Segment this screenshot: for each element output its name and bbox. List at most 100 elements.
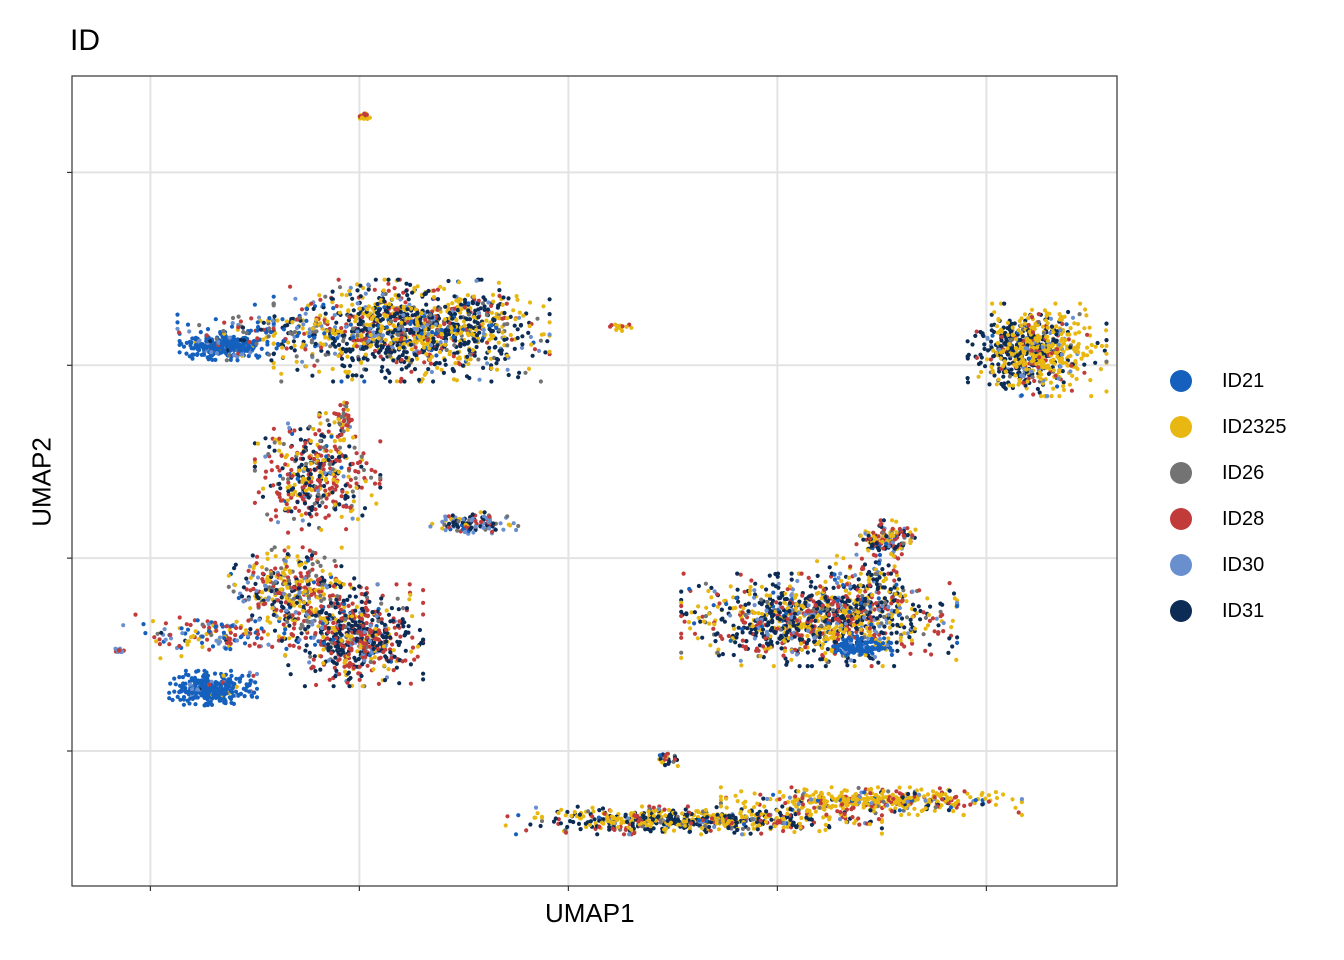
point-id31	[298, 427, 303, 432]
point-id28	[290, 633, 296, 638]
point-id2325	[300, 326, 305, 331]
point-id28	[271, 483, 276, 488]
point-id2325	[526, 366, 532, 371]
point-id21	[382, 305, 387, 310]
point-id31	[341, 598, 346, 603]
point-id26	[428, 312, 433, 318]
point-id21	[858, 601, 864, 606]
point-id31	[912, 607, 918, 612]
point-id30	[486, 300, 491, 305]
point-id2325	[867, 633, 872, 638]
point-id31	[238, 337, 243, 342]
point-id2325	[847, 591, 852, 596]
point-id2325	[300, 608, 306, 613]
point-id28	[799, 571, 804, 576]
point-id31	[408, 342, 413, 347]
point-id21	[228, 680, 233, 685]
point-id2325	[461, 319, 467, 324]
point-id2325	[798, 641, 804, 646]
point-id26	[337, 285, 343, 290]
point-id2325	[299, 513, 304, 518]
point-id21	[187, 339, 192, 345]
point-id21	[239, 634, 244, 639]
point-id28	[325, 636, 330, 641]
point-id28	[346, 652, 351, 657]
point-id30	[764, 608, 769, 613]
point-id31	[286, 615, 291, 620]
point-id28	[921, 610, 926, 615]
point-id28	[326, 630, 331, 635]
point-id30	[265, 597, 271, 602]
point-id26	[322, 596, 327, 601]
point-id2325	[846, 575, 852, 581]
point-id2325	[301, 342, 306, 347]
point-id31	[406, 297, 411, 302]
point-id2325	[679, 655, 684, 661]
point-id31	[515, 335, 520, 341]
point-id28	[276, 572, 281, 577]
point-id21	[955, 640, 960, 646]
point-id31	[421, 671, 426, 676]
point-id28	[452, 306, 457, 311]
point-id28	[354, 451, 359, 456]
point-id28	[378, 439, 383, 444]
point-id21	[255, 355, 260, 360]
point-id31	[372, 640, 377, 646]
point-id21	[226, 344, 231, 349]
point-id31	[403, 632, 408, 637]
point-id26	[436, 328, 441, 333]
point-id31	[875, 616, 880, 621]
point-id31	[927, 642, 932, 647]
point-id2325	[453, 361, 458, 366]
point-id31	[803, 600, 808, 605]
point-id2325	[301, 476, 306, 481]
point-id2325	[328, 572, 333, 577]
point-id2325	[376, 336, 381, 341]
point-id31	[283, 323, 288, 328]
point-id31	[425, 309, 430, 314]
point-id21	[237, 345, 242, 350]
point-id28	[303, 347, 308, 352]
point-id30	[163, 637, 168, 642]
point-id2325	[429, 354, 435, 359]
point-id28	[297, 645, 302, 650]
point-id28	[350, 601, 355, 606]
point-id28	[288, 444, 294, 449]
point-id31	[343, 454, 348, 459]
point-id2325	[283, 506, 288, 511]
point-id28	[859, 556, 865, 561]
point-id31	[333, 632, 338, 637]
point-id28	[369, 467, 374, 473]
point-id31	[386, 659, 391, 664]
point-id31	[789, 571, 794, 576]
point-id26	[297, 315, 302, 320]
point-id21	[331, 637, 336, 642]
point-id2325	[409, 306, 414, 311]
point-id21	[439, 328, 444, 333]
point-id28	[775, 626, 780, 631]
point-id31	[279, 595, 284, 600]
point-id30	[477, 377, 482, 382]
point-id2325	[782, 639, 787, 644]
point-id31	[845, 663, 850, 668]
point-id31	[307, 650, 312, 656]
point-id2325	[374, 317, 379, 322]
point-id21	[384, 325, 389, 330]
point-id21	[185, 698, 190, 703]
point-id21	[313, 642, 318, 647]
point-id2325	[370, 337, 375, 342]
point-id31	[348, 363, 353, 368]
point-id2325	[292, 343, 297, 348]
point-id2325	[233, 582, 238, 588]
point-id28	[378, 655, 383, 660]
point-id30	[209, 350, 214, 355]
point-id2325	[304, 364, 309, 369]
point-id31	[295, 472, 300, 477]
point-id31	[258, 327, 264, 332]
point-id2325	[834, 553, 840, 558]
point-id26	[343, 617, 348, 622]
point-id31	[378, 318, 383, 323]
point-id30	[897, 605, 903, 611]
point-id28	[333, 487, 338, 492]
point-id31	[773, 584, 779, 589]
